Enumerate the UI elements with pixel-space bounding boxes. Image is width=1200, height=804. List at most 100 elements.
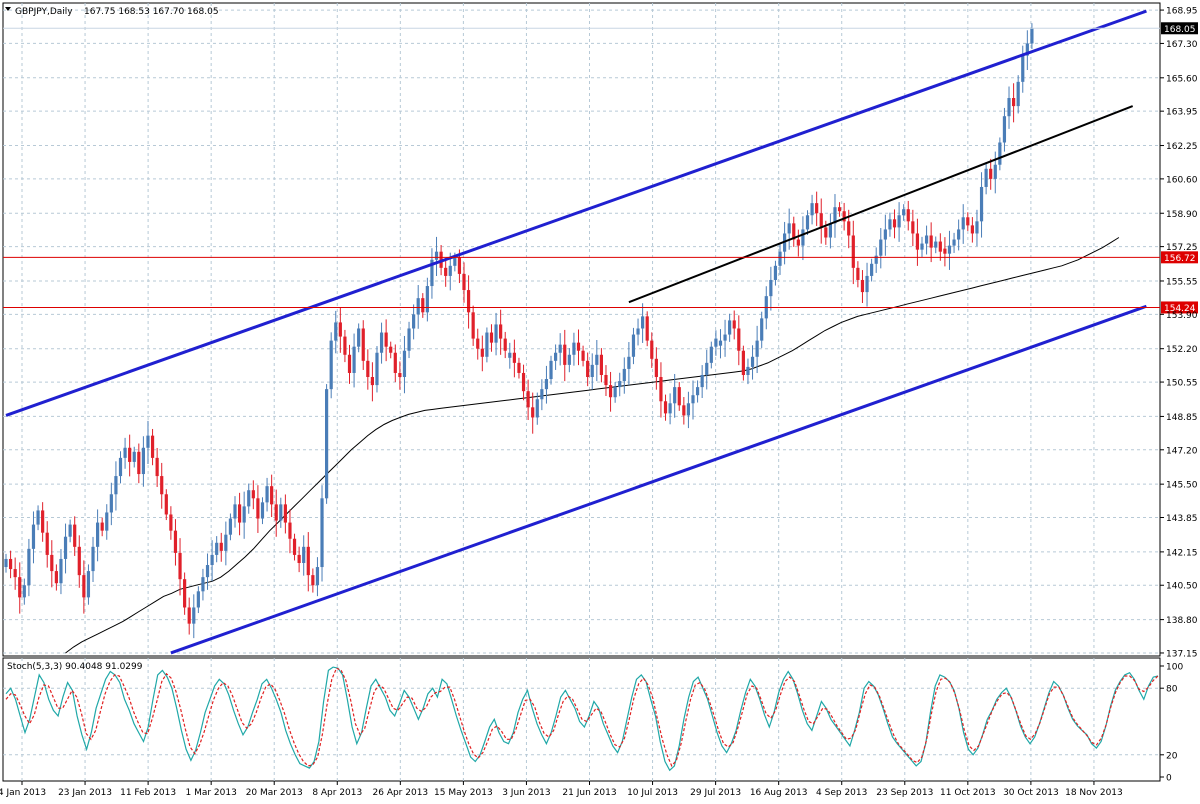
candle-body <box>883 229 887 240</box>
candle-body <box>824 227 828 238</box>
candle-body <box>961 217 965 230</box>
candle-body <box>970 225 974 234</box>
symbol-header: GBPJPY,Daily <box>15 7 73 17</box>
candle-body <box>521 372 526 392</box>
candle-body <box>489 332 494 343</box>
candle-body <box>865 275 869 293</box>
candle-body <box>361 328 365 361</box>
candle-body <box>480 348 484 357</box>
candle-body <box>842 211 846 222</box>
candle-body <box>334 322 338 341</box>
y-axis-stoch: 100 80 20 0 <box>1160 663 1183 784</box>
price-level-tag <box>1161 251 1198 264</box>
candle-body <box>45 532 49 555</box>
candle-body <box>741 350 745 375</box>
candle-body <box>929 235 933 248</box>
candle-body <box>618 381 622 388</box>
candle-body <box>709 346 713 363</box>
x-tick-label: 20 Mar 2013 <box>246 788 303 798</box>
y-tick-label: 155.55 <box>1166 277 1198 287</box>
x-tick-label: 16 Aug 2013 <box>750 788 808 798</box>
candle-body <box>924 235 929 244</box>
stoch-y-tick-label: 100 <box>1166 663 1183 673</box>
candle-body <box>874 255 878 264</box>
y-tick-label: 163.95 <box>1166 108 1198 118</box>
candle-body <box>434 251 439 260</box>
candle-body <box>517 362 521 373</box>
candle-body <box>132 451 136 462</box>
candle-body <box>416 298 420 315</box>
y-tick-label: 140.50 <box>1166 582 1198 592</box>
candle-body <box>554 352 558 361</box>
candle-body <box>233 504 237 519</box>
candle-body <box>466 290 471 313</box>
candle-body <box>412 314 416 329</box>
stoch-signal-line <box>5 667 1159 768</box>
candle-body <box>421 298 425 313</box>
y-tick-label: 153.90 <box>1166 311 1198 321</box>
y-tick-label: 142.15 <box>1166 548 1198 558</box>
candle-body <box>196 591 200 608</box>
candle-body <box>1021 55 1025 82</box>
candle-body <box>1012 98 1016 107</box>
candle-body <box>943 248 947 254</box>
candle-body <box>357 328 361 347</box>
candle-body <box>210 554 214 566</box>
y-tick-label: 160.60 <box>1166 175 1198 185</box>
stoch-grid <box>3 658 1160 781</box>
candle-body <box>118 457 123 477</box>
candle-body <box>792 223 796 240</box>
candle-body <box>4 558 8 568</box>
main-panel-frame <box>2 2 1161 657</box>
candle-body <box>347 354 352 373</box>
candle-body <box>915 233 920 250</box>
candle-body <box>1002 116 1007 143</box>
candle-body <box>36 510 40 525</box>
candle-body <box>41 510 45 533</box>
candle-body <box>979 186 984 222</box>
candle-body <box>96 522 100 547</box>
x-tick-label: 23 Sep 2013 <box>876 788 933 798</box>
candle-body <box>563 344 567 365</box>
candle-body <box>292 538 297 555</box>
candle-body <box>247 490 251 507</box>
candle-body <box>366 360 370 378</box>
x-tick-label: 8 Apr 2013 <box>312 788 362 798</box>
candle-body <box>485 332 489 357</box>
candle-body <box>192 607 196 624</box>
ohlc-header: 167.75 168.53 167.70 168.05 <box>84 7 219 17</box>
candle-body <box>63 536 68 559</box>
y-tick-label: 145.50 <box>1166 481 1198 491</box>
candle-body <box>183 579 187 608</box>
candle-body <box>558 344 562 353</box>
y-tick-label: 158.90 <box>1166 210 1198 220</box>
candle-body <box>352 346 356 373</box>
candle-body <box>691 395 695 404</box>
candle-body <box>668 403 672 414</box>
x-tick-label: 3 Jun 2013 <box>502 788 550 798</box>
candle-body <box>237 504 242 523</box>
candle-body <box>540 389 544 400</box>
candle-body <box>750 356 755 367</box>
candle-body <box>847 221 851 236</box>
candle-body <box>957 229 961 240</box>
dropdown-arrow-icon[interactable] <box>5 7 11 11</box>
candle-body <box>499 324 503 339</box>
candle-body <box>851 235 855 268</box>
candle-body <box>544 379 549 390</box>
y-tick-label: 138.80 <box>1166 616 1198 626</box>
candle-body <box>288 522 292 539</box>
candle-body <box>705 362 709 375</box>
candle-body <box>906 209 910 222</box>
candle-body <box>315 567 320 586</box>
last-price-label: 168.05 <box>1164 25 1196 35</box>
candle-body <box>787 223 791 234</box>
candle-body <box>650 340 654 359</box>
candle-body <box>879 239 883 256</box>
candle-body <box>22 585 26 598</box>
candle-body <box>105 512 109 531</box>
candle-body <box>219 542 223 551</box>
candle-body <box>91 546 95 572</box>
candle-body <box>934 241 938 248</box>
